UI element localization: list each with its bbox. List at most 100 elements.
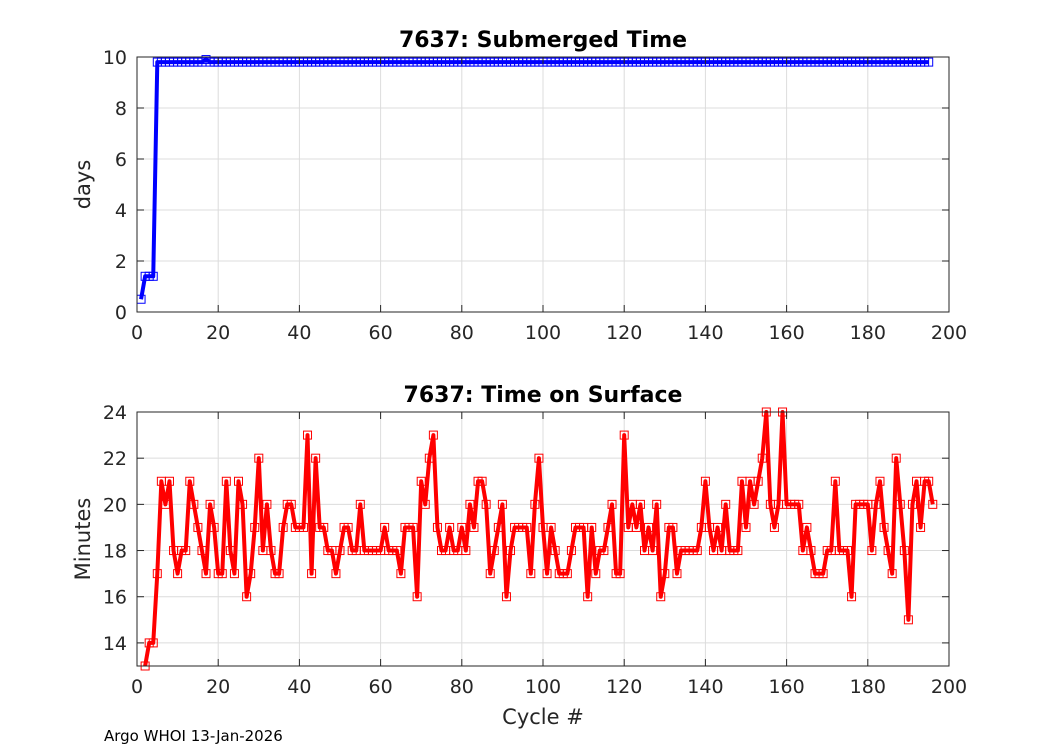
data-point	[550, 546, 560, 556]
data-point	[656, 592, 666, 602]
data-point	[867, 546, 877, 556]
y-tick-label: 16	[103, 587, 127, 609]
data-point	[481, 499, 491, 509]
data-point	[847, 592, 857, 602]
data-point	[830, 476, 840, 486]
data-point	[619, 430, 629, 440]
x-tick-label: 200	[931, 676, 967, 698]
data-point	[818, 569, 828, 579]
x-tick-label: 100	[525, 322, 561, 344]
data-point	[392, 546, 402, 556]
footer-credit: Argo WHOI 13-Jan-2026	[104, 727, 283, 745]
x-tick-label: 0	[131, 676, 143, 698]
data-point	[225, 546, 235, 556]
data-point	[757, 453, 767, 463]
data-point	[173, 569, 183, 579]
data-point	[493, 522, 503, 532]
data-point	[152, 569, 162, 579]
data-point	[185, 476, 195, 486]
data-point	[311, 453, 321, 463]
x-tick-label: 120	[606, 676, 642, 698]
x-tick-label: 100	[525, 676, 561, 698]
x-tick-label: 20	[206, 322, 230, 344]
data-point	[542, 569, 552, 579]
y-tick-label: 18	[103, 541, 127, 563]
data-point	[209, 522, 219, 532]
data-point	[883, 546, 893, 556]
data-point	[566, 546, 576, 556]
data-point	[806, 546, 816, 556]
y-tick-label: 22	[103, 448, 127, 470]
data-point	[461, 546, 471, 556]
data-point	[420, 499, 430, 509]
data-point	[396, 569, 406, 579]
data-point	[278, 522, 288, 532]
data-point	[416, 476, 426, 486]
surface-time-chart: 0 20 40 60 80 100 120 140 160 180 200 14 16 18 20 22 24 7…	[71, 383, 967, 729]
data-point	[148, 638, 158, 648]
data-point	[802, 522, 812, 532]
data-point	[189, 499, 199, 509]
data-point	[749, 499, 759, 509]
data-point	[907, 499, 917, 509]
data-point	[506, 546, 516, 556]
data-point	[408, 522, 418, 532]
y-axis-label: Minutes	[71, 498, 95, 581]
data-point	[899, 546, 909, 556]
y-tick-label: 20	[103, 494, 127, 516]
data-point	[599, 546, 609, 556]
data-point	[497, 499, 507, 509]
data-point	[307, 569, 317, 579]
data-point	[274, 569, 284, 579]
data-point	[591, 569, 601, 579]
y-tick-label: 0	[115, 302, 127, 324]
data-point	[875, 476, 885, 486]
data-point	[164, 476, 174, 486]
data-point	[355, 499, 365, 509]
data-point	[335, 546, 345, 556]
data-point	[501, 592, 511, 602]
data-point	[562, 569, 572, 579]
y-tick-label: 6	[115, 149, 127, 171]
data-point	[603, 522, 613, 532]
data-point	[753, 476, 763, 486]
data-point	[648, 546, 658, 556]
data-point	[445, 522, 455, 532]
data-point	[193, 522, 203, 532]
data-point	[469, 522, 479, 532]
data-point	[530, 499, 540, 509]
data-point	[250, 522, 260, 532]
data-point	[197, 546, 207, 556]
data-point	[794, 499, 804, 509]
data-point	[928, 499, 938, 509]
x-tick-label: 160	[768, 322, 804, 344]
x-axis-label: Cycle #	[502, 705, 584, 729]
data-point	[238, 499, 248, 509]
data-point	[924, 57, 934, 67]
data-point	[700, 476, 710, 486]
data-point	[607, 499, 617, 509]
x-tick-label: 0	[131, 322, 143, 344]
data-point	[331, 569, 341, 579]
data-point	[217, 569, 227, 579]
data-point	[148, 271, 158, 281]
x-tick-label: 140	[687, 676, 723, 698]
data-point	[246, 569, 256, 579]
y-tick-label: 4	[115, 200, 127, 222]
y-tick-label: 24	[103, 402, 127, 424]
data-point	[741, 522, 751, 532]
data-point	[644, 522, 654, 532]
series-line	[143, 410, 935, 667]
x-tick-label: 40	[287, 676, 311, 698]
data-point	[234, 476, 243, 486]
submerged-time-chart: 0 20 40 60 80 100 120 140 160 180 200 0 2 4 6 8 10 7637: …	[71, 28, 967, 344]
x-tick-label: 80	[450, 676, 474, 698]
data-point	[713, 522, 723, 532]
data-point	[424, 453, 434, 463]
data-point	[254, 453, 264, 463]
data-point	[615, 569, 625, 579]
data-point	[916, 522, 926, 532]
data-point	[733, 546, 743, 556]
x-tick-label: 120	[606, 322, 642, 344]
